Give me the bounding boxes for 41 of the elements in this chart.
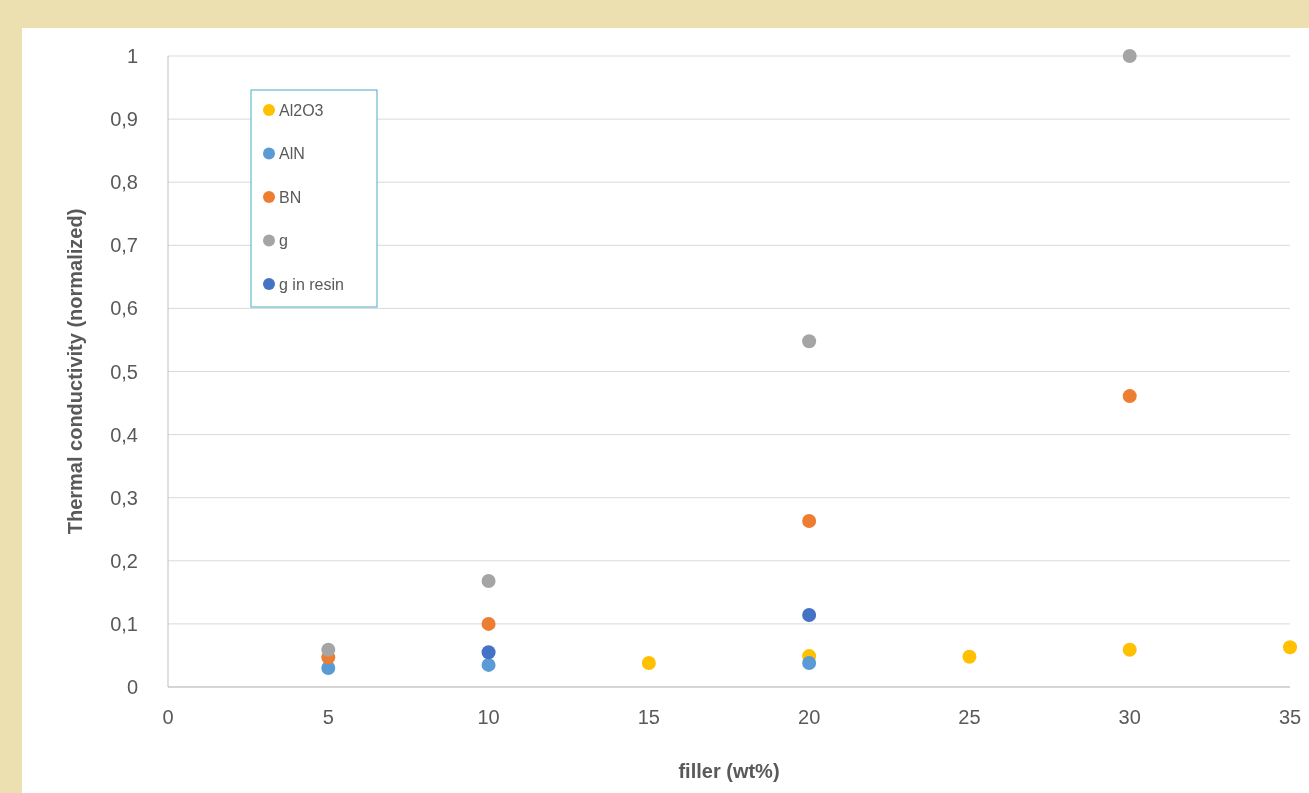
x-tick-label: 25: [958, 706, 981, 728]
y-tick-label: 0,1: [110, 612, 138, 635]
x-axis-title: filler (wt%): [678, 760, 780, 782]
point: [1122, 389, 1137, 404]
y-tick-label: 0,8: [110, 171, 138, 194]
point: [802, 608, 817, 623]
legend-label: AlN: [279, 145, 305, 163]
x-tick-label: 5: [322, 706, 334, 728]
legend-label: Al2O3: [279, 101, 324, 119]
y-tick-label: 0,4: [110, 423, 138, 446]
x-tick-label: 35: [1278, 706, 1302, 728]
y-axis-title: Thermal conductivity (normalized): [64, 208, 86, 535]
point: [1122, 642, 1137, 657]
point: [802, 656, 817, 671]
legend-label: BN: [279, 188, 302, 206]
y-tick-label: 0,9: [110, 108, 138, 131]
point: [1283, 640, 1297, 655]
y-tick-label: 0,7: [110, 234, 138, 257]
x-tick-label: 10: [477, 706, 500, 728]
y-tick-label: 0,2: [110, 549, 138, 572]
y-tick-label: 0,3: [110, 486, 138, 509]
point: [1122, 49, 1137, 63]
legend-label: g in resin: [279, 275, 344, 293]
point: [962, 649, 977, 664]
point: [641, 656, 656, 671]
point: [802, 334, 817, 349]
legend-label: g: [279, 232, 288, 250]
point: [481, 645, 496, 660]
y-tick-label: 0,6: [110, 297, 138, 320]
point: [481, 616, 496, 631]
y-tick-label: 1: [126, 45, 138, 67]
point: [321, 642, 336, 657]
point: [802, 514, 817, 529]
y-tick-label: 0,5: [110, 360, 138, 383]
x-tick-label: 0: [162, 706, 174, 728]
x-tick-label: 30: [1118, 706, 1141, 728]
x-tick-label: 15: [637, 706, 660, 728]
y-tick-label: 0: [126, 676, 138, 698]
x-tick-label: 20: [798, 706, 821, 728]
point: [481, 657, 496, 672]
point: [481, 573, 496, 588]
